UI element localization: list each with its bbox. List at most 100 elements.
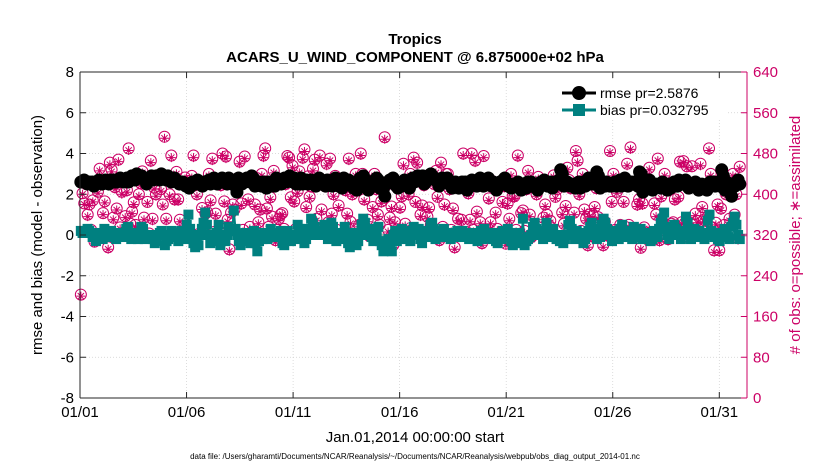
obs-assimilated-point (713, 201, 723, 211)
obs-assimilated-point (284, 155, 294, 165)
obs-assimilated-point (542, 212, 552, 222)
bias-point (317, 230, 328, 240)
bias-point (324, 230, 335, 240)
bias-point (617, 219, 628, 230)
bias-point (413, 223, 424, 234)
bias-point (526, 230, 537, 240)
obs-assimilated-point (475, 219, 485, 229)
obs-assimilated-point (690, 211, 700, 221)
bias-point (667, 230, 678, 240)
obs-assimilated-point (636, 244, 646, 254)
obs-assimilated-point (634, 196, 644, 206)
bias-point (97, 234, 108, 245)
legend-bias-label: bias pr=0.032795 (600, 102, 709, 118)
obs-assimilated-point (107, 167, 117, 177)
obs-assimilated-point (453, 216, 463, 226)
obs-assimilated-point (288, 163, 298, 173)
obs-assimilated-point (255, 207, 265, 217)
obs-assimilated-point (465, 217, 475, 227)
bias-point (338, 234, 349, 245)
legend-bias-marker (573, 104, 585, 116)
bias-point (373, 221, 384, 232)
x-tick-label: 01/16 (381, 404, 419, 421)
bias-point (529, 217, 540, 228)
obs-assimilated-point (436, 160, 446, 170)
bias-point (364, 223, 375, 234)
obs-assimilated-point (728, 171, 738, 181)
chart-marks (74, 130, 747, 301)
bias-point (548, 223, 559, 234)
bias-point (245, 238, 256, 249)
obs-assimilated-point (293, 188, 303, 198)
obs-assimilated-point (83, 212, 93, 222)
obs-assimilated-point (236, 200, 246, 210)
bias-point (682, 217, 693, 228)
bias-point (193, 240, 204, 251)
obs-assimilated-point (716, 206, 726, 216)
obs-assimilated-point (622, 161, 632, 171)
bias-point (228, 205, 239, 216)
y-tick-label-right: 400 (753, 186, 778, 203)
obs-assimilated-point (677, 219, 687, 229)
bias-point (427, 217, 438, 228)
obs-assimilated-point (433, 193, 443, 203)
legend-rmse-label: rmse pr=2.5876 (600, 85, 699, 101)
bias-point (627, 234, 638, 245)
bias-point (516, 234, 527, 245)
bias-point (724, 234, 735, 245)
obs-assimilated-point (376, 198, 386, 208)
obs-assimilated-point (656, 193, 666, 203)
bias-point (561, 230, 572, 240)
obs-assimilated-point (243, 196, 253, 206)
bias-point (729, 211, 740, 222)
obs-assimilated-point (704, 145, 714, 155)
chart-title: Tropics (388, 31, 441, 48)
obs-assimilated-point (540, 201, 550, 211)
obs-assimilated-point (79, 199, 89, 209)
obs-assimilated-point (192, 191, 202, 201)
obs-assimilated-point (385, 215, 395, 225)
obs-assimilated-point (267, 214, 277, 224)
y-tick-label-right: 240 (753, 268, 778, 285)
x-axis-label: Jan.01,2014 00:00:00 start (326, 429, 505, 446)
obs-assimilated-point (274, 216, 284, 226)
bias-point (405, 236, 416, 247)
obs-assimilated-point (448, 206, 458, 216)
obs-assimilated-point (417, 202, 427, 212)
obs-assimilated-point (525, 212, 535, 222)
obs-assimilated-point (593, 214, 603, 224)
obs-assimilated-point (398, 161, 408, 171)
obs-assimilated-point (165, 191, 175, 201)
bias-point (371, 227, 382, 238)
obs-assimilated-point (697, 204, 707, 214)
obs-assimilated-point (574, 191, 584, 201)
bias-point (265, 223, 276, 234)
obs-assimilated-point (95, 166, 105, 176)
bias-point (291, 234, 301, 245)
obs-assimilated-point (619, 198, 629, 208)
obs-assimilated-point (513, 153, 523, 163)
obs-assimilated-point (334, 202, 344, 212)
obs-assimilated-point (110, 184, 120, 194)
bias-point (396, 223, 407, 234)
bias-point (628, 221, 639, 232)
obs-assimilated-point (117, 189, 127, 199)
obs-assimilated-point (146, 158, 156, 168)
bias-point (408, 221, 419, 232)
obs-assimilated-point (557, 210, 567, 220)
obs-assimilated-point (588, 213, 598, 223)
obs-assimilated-point (148, 216, 158, 226)
bias-point (635, 223, 646, 234)
obs-assimilated-point (612, 188, 622, 198)
bias-point (657, 213, 668, 224)
chart-subtitle: ACARS_U_WIND_COMPONENT @ 6.875000e+02 hP… (226, 49, 604, 66)
obs-assimilated-point (310, 157, 320, 167)
bias-point (417, 238, 428, 249)
obs-assimilated-point (380, 134, 390, 144)
y-tick-label-left: 6 (66, 105, 74, 122)
obs-assimilated-point (675, 159, 685, 169)
x-tick-label: 01/26 (594, 404, 632, 421)
legend-box (558, 80, 728, 120)
bias-point (180, 234, 191, 245)
